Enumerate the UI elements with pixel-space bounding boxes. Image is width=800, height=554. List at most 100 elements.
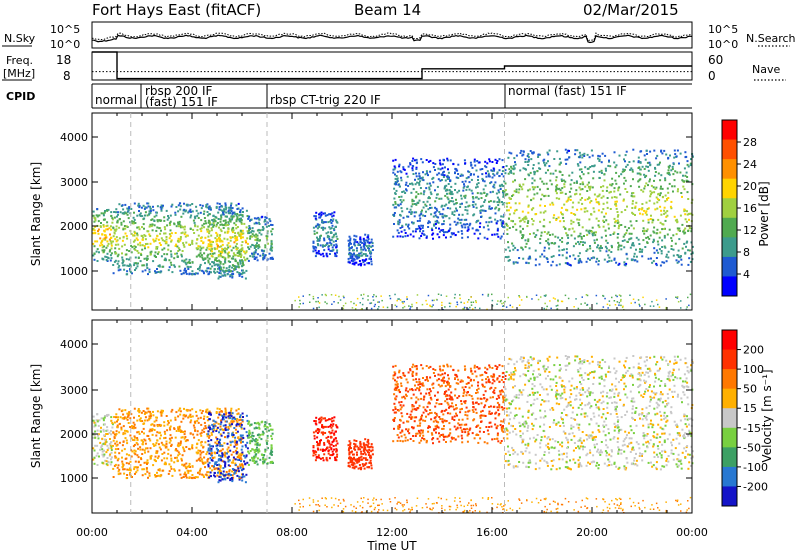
power-cell (428, 197, 431, 200)
power-cell (215, 231, 218, 234)
power-cell (663, 228, 666, 230)
power-cell (215, 263, 218, 266)
velocity-cell (210, 475, 212, 478)
colorbar-tick-label: 4 (743, 268, 750, 281)
power-cell (211, 255, 214, 258)
power-cell (160, 219, 163, 222)
power-cell (370, 245, 373, 248)
power-cell (139, 241, 142, 244)
power-cell (335, 240, 337, 242)
power-cell (138, 228, 141, 231)
power-cell (557, 300, 559, 303)
power-cell (314, 217, 317, 220)
power-cell (218, 250, 220, 253)
velocity-cell (253, 457, 256, 460)
power-cell (607, 254, 610, 257)
power-cell (117, 260, 120, 263)
power-cell (221, 269, 224, 272)
power-cell (603, 179, 606, 182)
power-cell (579, 188, 582, 191)
power-cell (189, 216, 192, 219)
power-cell (144, 211, 147, 214)
velocity-cell (146, 461, 149, 464)
power-cell (251, 229, 254, 232)
velocity-cell (241, 434, 244, 437)
velocity-cell (224, 455, 227, 458)
power-cell (484, 160, 487, 163)
power-cell (150, 219, 153, 221)
velocity-cell (253, 427, 256, 430)
velocity-cell (153, 429, 156, 431)
velocity-cell (224, 429, 227, 431)
power-cell (331, 224, 334, 227)
power-cell (602, 202, 605, 205)
power-cell (104, 236, 107, 239)
power-cell (444, 166, 446, 169)
power-cell (262, 227, 265, 230)
velocity-cell (216, 474, 219, 477)
power-cell (429, 159, 432, 162)
power-cell (228, 255, 231, 258)
power-cell (632, 244, 635, 247)
velocity-cell (231, 423, 233, 426)
power-cell (118, 218, 121, 220)
velocity-cell (231, 432, 234, 435)
power-cell (496, 196, 499, 199)
power-cell (258, 218, 261, 221)
power-cell (210, 229, 213, 232)
velocity-cell (157, 455, 160, 458)
power-cell (153, 224, 156, 227)
power-cell (239, 249, 242, 251)
velocity-cell (94, 430, 97, 433)
velocity-cell (126, 416, 129, 419)
power-cell (412, 235, 415, 238)
power-cell (614, 221, 617, 224)
power-cell (315, 225, 317, 228)
velocity-cell (197, 439, 200, 442)
power-cell (501, 170, 504, 173)
power-cell (553, 158, 556, 160)
power-cell (506, 209, 508, 212)
velocity-cell (230, 461, 233, 464)
power-cell (469, 174, 472, 177)
colorbar-tick-label: 8 (743, 246, 750, 259)
power-yticks: 1000 2000 3000 4000 (60, 131, 692, 278)
power-cell (270, 245, 273, 248)
power-cell (475, 301, 477, 304)
power-cell (321, 252, 324, 255)
power-cell (565, 208, 568, 211)
power-cell (258, 231, 261, 234)
power-cell (649, 150, 652, 153)
power-cell (633, 255, 636, 258)
power-cell (684, 231, 687, 234)
velocity-cell (176, 449, 179, 452)
velocity-cell (236, 456, 239, 459)
power-cell (159, 232, 162, 235)
power-cell (572, 201, 575, 204)
power-cell (506, 202, 508, 205)
power-cell (487, 295, 489, 297)
velocity-cell (226, 436, 229, 439)
power-cell (402, 168, 405, 171)
velocity-cell (231, 440, 234, 443)
power-cell (209, 267, 212, 270)
power-cell (208, 270, 211, 273)
power-cell (483, 192, 486, 194)
power-cell (516, 261, 519, 264)
power-cell (374, 303, 376, 306)
power-cell (497, 300, 499, 302)
power-cell (159, 244, 162, 246)
power-cell (318, 223, 321, 226)
power-cell (394, 192, 397, 195)
velocity-cell (153, 444, 156, 447)
power-cell (517, 191, 520, 194)
velocity-cell (218, 479, 221, 482)
power-cell (400, 201, 403, 204)
power-cell (664, 194, 667, 197)
power-cell (663, 261, 666, 264)
velocity-cell (218, 413, 221, 416)
power-cell (418, 172, 421, 175)
velocity-cell (138, 410, 141, 412)
velocity-cell (198, 470, 201, 473)
power-cell (223, 273, 226, 276)
